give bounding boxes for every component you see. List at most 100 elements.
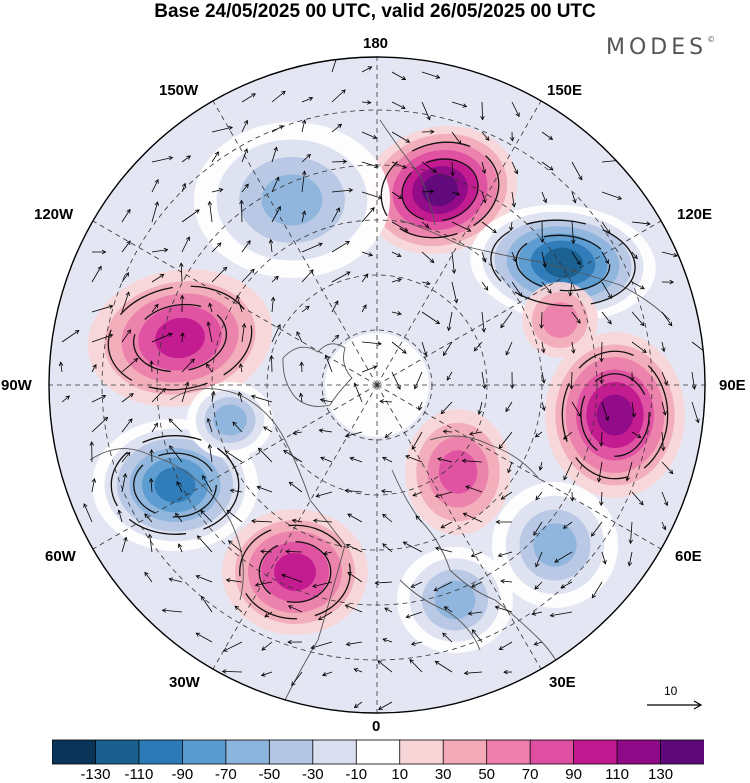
wind-arrowhead bbox=[434, 546, 440, 551]
wind-arrow bbox=[403, 541, 423, 553]
wind-arrow bbox=[601, 401, 609, 421]
wind-arrow bbox=[380, 400, 393, 403]
wind-arrowhead bbox=[214, 151, 219, 156]
wind-arrowhead bbox=[298, 392, 304, 398]
wind-arrow bbox=[121, 537, 127, 553]
wind-arrowhead bbox=[251, 518, 256, 524]
wind-arrow bbox=[628, 551, 633, 566]
wind-arrow bbox=[661, 401, 666, 416]
wind-arrowhead bbox=[505, 407, 510, 413]
wind-arrow bbox=[251, 395, 273, 403]
wind-arrow bbox=[481, 311, 485, 332]
wind-arrow bbox=[325, 355, 333, 373]
wind-arrow bbox=[211, 188, 223, 193]
wind-arrow bbox=[91, 416, 108, 433]
wind-arrowhead bbox=[208, 302, 213, 308]
wind-arrowhead bbox=[483, 286, 489, 291]
wind-arrowhead bbox=[175, 512, 180, 518]
wind-arrow bbox=[181, 382, 189, 403]
wind-arrowhead bbox=[163, 247, 169, 253]
wind-arrow bbox=[421, 71, 440, 79]
wind-arrow bbox=[500, 311, 513, 328]
wind-arrowhead bbox=[184, 381, 190, 387]
wind-arrow bbox=[631, 491, 644, 506]
wind-arrow bbox=[563, 461, 573, 480]
wind-arrowhead bbox=[374, 580, 380, 586]
wind-arrowhead bbox=[604, 259, 609, 265]
wind-arrow bbox=[151, 157, 173, 163]
wind-arrow bbox=[361, 251, 373, 256]
wind-arrow bbox=[421, 101, 431, 120]
wind-arrowhead bbox=[261, 646, 267, 651]
wind-arrowhead bbox=[633, 254, 638, 260]
wind-arrow bbox=[391, 71, 406, 80]
wind-arrow bbox=[481, 281, 489, 291]
wind-arrow bbox=[301, 120, 306, 133]
wind-arrowhead bbox=[167, 332, 173, 337]
wind-arrow bbox=[150, 478, 153, 493]
wind-arrowhead bbox=[443, 606, 449, 611]
wind-arrowhead bbox=[402, 349, 407, 354]
wind-arrow bbox=[234, 605, 243, 613]
wind-arrowhead bbox=[251, 93, 256, 98]
wind-arrow bbox=[391, 311, 402, 315]
wind-arrowhead bbox=[222, 647, 228, 652]
wind-arrow bbox=[121, 209, 131, 223]
wind-arrowhead bbox=[154, 201, 159, 206]
wind-arrow bbox=[331, 241, 350, 253]
wind-arrowhead bbox=[274, 275, 279, 281]
wind-arrowhead bbox=[413, 384, 419, 390]
wind-arrowhead bbox=[306, 153, 311, 159]
wind-arrowhead bbox=[425, 280, 431, 286]
wind-arrow bbox=[121, 452, 131, 463]
wind-arrowhead bbox=[276, 324, 281, 329]
wind-arrow bbox=[442, 632, 453, 643]
wind-arrow bbox=[391, 371, 401, 390]
wind-arrowhead bbox=[500, 578, 505, 584]
wind-arrow bbox=[451, 161, 454, 176]
wind-arrowhead bbox=[344, 488, 350, 493]
wind-arrow bbox=[630, 521, 633, 544]
wind-arrow bbox=[481, 371, 486, 389]
wind-arrow bbox=[421, 311, 440, 324]
wind-arrow bbox=[421, 341, 427, 356]
wind-arrowhead bbox=[190, 358, 195, 364]
wind-arrowhead bbox=[281, 90, 286, 96]
streamline-loop bbox=[515, 234, 611, 292]
wind-arrow bbox=[195, 632, 213, 643]
wind-arrowhead bbox=[202, 474, 207, 480]
wind-arrow bbox=[264, 611, 273, 618]
wind-arrow bbox=[313, 520, 333, 523]
wind-arrow bbox=[209, 201, 213, 223]
wind-arrowhead bbox=[370, 207, 375, 212]
wind-arrow bbox=[384, 607, 393, 613]
wind-arrow bbox=[322, 671, 333, 676]
coastline bbox=[399, 579, 481, 651]
wind-arrowhead bbox=[195, 209, 200, 214]
wind-arrowhead bbox=[426, 115, 431, 121]
wind-arrowhead bbox=[628, 539, 634, 545]
wind-arrow bbox=[292, 519, 303, 523]
wind-arrowhead bbox=[336, 52, 340, 56]
wind-arrowhead bbox=[509, 136, 515, 142]
map-border bbox=[48, 56, 706, 714]
wind-arrow bbox=[91, 478, 95, 493]
wind-arrowhead bbox=[411, 445, 416, 450]
wind-arrow bbox=[169, 578, 183, 583]
meridian bbox=[92, 220, 378, 386]
wind-arrowhead bbox=[382, 637, 388, 643]
wind-arrow bbox=[541, 341, 545, 353]
wind-arrow bbox=[451, 191, 460, 196]
wind-arrow bbox=[241, 183, 249, 193]
wind-arrow bbox=[292, 431, 303, 434]
wind-arrowhead bbox=[397, 311, 402, 316]
wind-arrowhead bbox=[442, 429, 448, 434]
wind-arrowhead bbox=[498, 645, 504, 650]
wind-arrowhead bbox=[305, 305, 310, 311]
wind-arrow bbox=[495, 606, 513, 613]
wind-arrow bbox=[181, 236, 190, 253]
wind-arrowhead bbox=[341, 89, 346, 94]
wind-arrow bbox=[434, 581, 453, 592]
wind-arrowhead bbox=[482, 258, 487, 263]
wind-arrowhead bbox=[238, 363, 244, 368]
